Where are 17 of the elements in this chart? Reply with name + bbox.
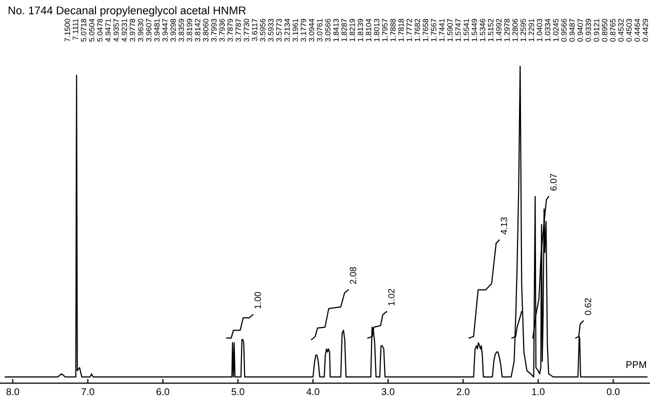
x-tick-label: 5.0: [232, 388, 244, 396]
annotation: 2.08: [350, 267, 356, 284]
x-tick-label: 6.0: [156, 388, 170, 396]
annotation: 4.13: [500, 217, 508, 234]
x-tick-label: 1.0: [532, 388, 545, 396]
x-tick-label: 7.0: [82, 388, 94, 396]
x-tick-label: 2.0: [456, 388, 470, 396]
annotation: 0.62: [584, 298, 592, 316]
x-tick-label: 8.0: [6, 388, 20, 396]
annotation: 1.02: [388, 288, 395, 306]
x-tick-label: 4.0: [306, 388, 320, 396]
x-tick-label: 3.0: [382, 388, 394, 396]
annotation: 1.00: [254, 292, 261, 308]
annotation: 6.07: [550, 174, 557, 191]
chart-title: No. 1744 Decanal propyleneglycol acetal HNMR: [8, 6, 246, 17]
x-axis-title: PPM: [626, 361, 646, 368]
x-tick-label: 0.0: [606, 388, 620, 396]
